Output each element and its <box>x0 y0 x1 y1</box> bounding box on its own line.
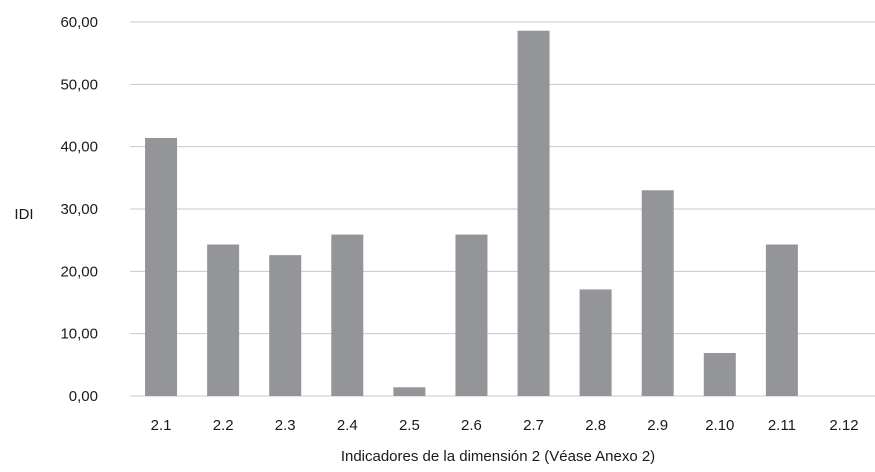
y-tick-label: 20,00 <box>60 263 98 280</box>
bar-2.10 <box>703 352 736 396</box>
gridlines <box>130 21 875 397</box>
x-tick-label: 2.5 <box>399 417 420 434</box>
x-tick-label: 2.6 <box>461 417 482 434</box>
bar-2.3 <box>269 255 302 396</box>
y-axis-ticks: 0,00 10,00 20,00 30,00 40,00 50,00 60,00 <box>60 14 98 405</box>
x-tick-label: 2.7 <box>523 417 544 434</box>
bar-2.5 <box>393 387 426 396</box>
x-tick-label: 2.4 <box>337 417 358 434</box>
bar-2.9 <box>641 190 674 396</box>
bar-2.1 <box>145 137 178 396</box>
bar-2.11 <box>765 244 798 396</box>
x-axis-title: Indicadores de la dimensión 2 (Véase Ane… <box>341 448 655 465</box>
x-tick-label: 2.10 <box>705 417 734 434</box>
x-tick-label: 2.8 <box>585 417 606 434</box>
y-tick-label: 10,00 <box>60 326 98 343</box>
x-tick-label: 2.1 <box>151 417 172 434</box>
x-tick-label: 2.12 <box>829 417 858 434</box>
bar-2.7 <box>517 30 550 397</box>
y-axis-title: IDI <box>14 206 33 223</box>
y-tick-label: 30,00 <box>60 201 98 218</box>
x-tick-label: 2.11 <box>768 417 796 434</box>
y-tick-label: 40,00 <box>60 139 98 156</box>
bar-2.8 <box>579 289 612 396</box>
y-tick-label: 50,00 <box>60 76 98 93</box>
y-tick-label: 0,00 <box>69 388 98 405</box>
x-tick-label: 2.9 <box>647 417 668 434</box>
x-axis-ticks: 2.1 2.2 2.3 2.4 2.5 2.6 2.7 2.8 2.9 2.10 2.11 2.12 <box>151 417 859 434</box>
x-tick-label: 2.3 <box>275 417 296 434</box>
bar-2.4 <box>331 234 364 396</box>
y-tick-label: 60,00 <box>60 14 98 31</box>
bar-2.6 <box>455 234 488 396</box>
x-tick-label: 2.2 <box>213 417 234 434</box>
bar-2.2 <box>207 244 240 396</box>
bars <box>145 30 798 397</box>
